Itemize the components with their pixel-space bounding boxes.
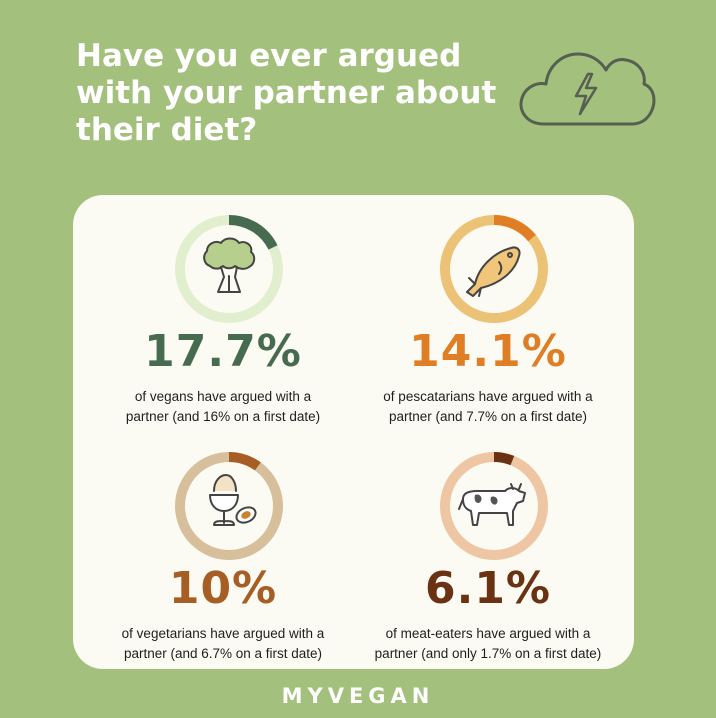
donut-vegans: [175, 215, 283, 323]
stat-value-pescatarians: 14.1%: [409, 326, 567, 377]
stat-desc-pescatarians: of pescatarians have argued with a partn…: [348, 387, 628, 427]
title-line-3: their diet?: [76, 112, 258, 148]
stat-desc-line: of vegetarians have argued with a: [121, 626, 325, 641]
page-title: Have you ever argued with your partner a…: [76, 38, 516, 149]
stat-desc-line: partner (and 6.7% on a first date): [123, 646, 323, 661]
stats-panel: 17.7% of vegans have argued with a partn…: [73, 195, 634, 669]
donut-arc-vegans: [175, 215, 283, 323]
title-line-1: Have you ever argued: [76, 38, 462, 74]
stat-desc-line: partner (and 7.7% on a first date): [388, 409, 588, 424]
fish-icon: [466, 246, 521, 297]
stat-desc-line: partner (and 16% on a first date): [125, 409, 321, 424]
donut-pescatarians: [440, 215, 548, 323]
stat-value-vegans: 17.7%: [144, 326, 302, 377]
donut-arc-meat-eaters: [440, 452, 548, 560]
stat-desc-line: of meat-eaters have argued with a: [385, 626, 591, 641]
stat-pescatarians: 14.1% of pescatarians have argued with a…: [348, 195, 628, 432]
stat-desc-line: partner (and only 1.7% on a first date): [374, 646, 602, 661]
broccoli-icon: [203, 237, 256, 293]
stat-vegetarians: 10% of vegetarians have argued with a pa…: [83, 432, 363, 669]
stat-value-vegetarians: 10%: [168, 563, 278, 614]
donut-arc-pescatarians: [440, 215, 548, 323]
title-line-2: with your partner about: [76, 75, 497, 111]
stat-desc-meat-eaters: of meat-eaters have argued with a partne…: [348, 624, 628, 664]
stat-meat-eaters: 6.1% of meat-eaters have argued with a p…: [348, 432, 628, 669]
stat-value-meat-eaters: 6.1%: [424, 563, 552, 614]
stat-desc-vegans: of vegans have argued with a partner (an…: [83, 387, 363, 427]
cow-icon: [458, 483, 526, 526]
cloud-lightning-icon: [519, 52, 656, 126]
donut-arc-vegetarians: [175, 452, 283, 560]
donut-meat-eaters: [440, 452, 548, 560]
stat-desc-line: of vegans have argued with a: [134, 389, 312, 404]
brand-logo: MYVEGAN: [281, 684, 435, 708]
donut-vegetarians: [175, 452, 283, 560]
stat-desc-vegetarians: of vegetarians have argued with a partne…: [83, 624, 363, 664]
egg-icon: [209, 474, 257, 526]
stat-vegans: 17.7% of vegans have argued with a partn…: [83, 195, 363, 432]
stat-desc-line: of pescatarians have argued with a: [383, 389, 593, 404]
